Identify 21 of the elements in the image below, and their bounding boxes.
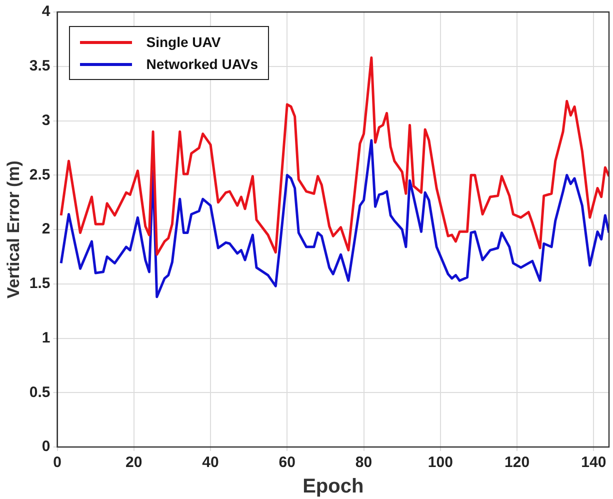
y-axis-title: Vertical Error (m) bbox=[4, 160, 23, 298]
x-tick-label: 100 bbox=[428, 454, 453, 472]
x-tick-label: 140 bbox=[581, 454, 606, 472]
x-tick-label: 20 bbox=[126, 454, 142, 472]
y-tick-label: 0.5 bbox=[29, 384, 50, 401]
y-tick-label: 1.5 bbox=[29, 275, 50, 292]
y-tick-label: 2.5 bbox=[29, 166, 50, 184]
x-tick-label: 120 bbox=[504, 454, 530, 472]
y-tick-label: 2 bbox=[42, 220, 50, 238]
x-axis-title: Epoch bbox=[302, 476, 364, 498]
y-tick-label: 4 bbox=[42, 3, 51, 20]
y-tick-label: 3 bbox=[42, 112, 50, 129]
y-tick-label: 3.5 bbox=[29, 58, 50, 75]
x-tick-label: 40 bbox=[202, 454, 219, 472]
y-tick-label: 1 bbox=[42, 329, 50, 346]
x-tick-label: 60 bbox=[278, 454, 296, 472]
x-tick-label: 80 bbox=[355, 454, 372, 472]
x-tick-label: 0 bbox=[53, 454, 62, 472]
legend-label: Networked UAVs bbox=[146, 56, 258, 72]
legend-label: Single UAV bbox=[146, 34, 221, 50]
y-tick-label: 0 bbox=[42, 438, 50, 456]
